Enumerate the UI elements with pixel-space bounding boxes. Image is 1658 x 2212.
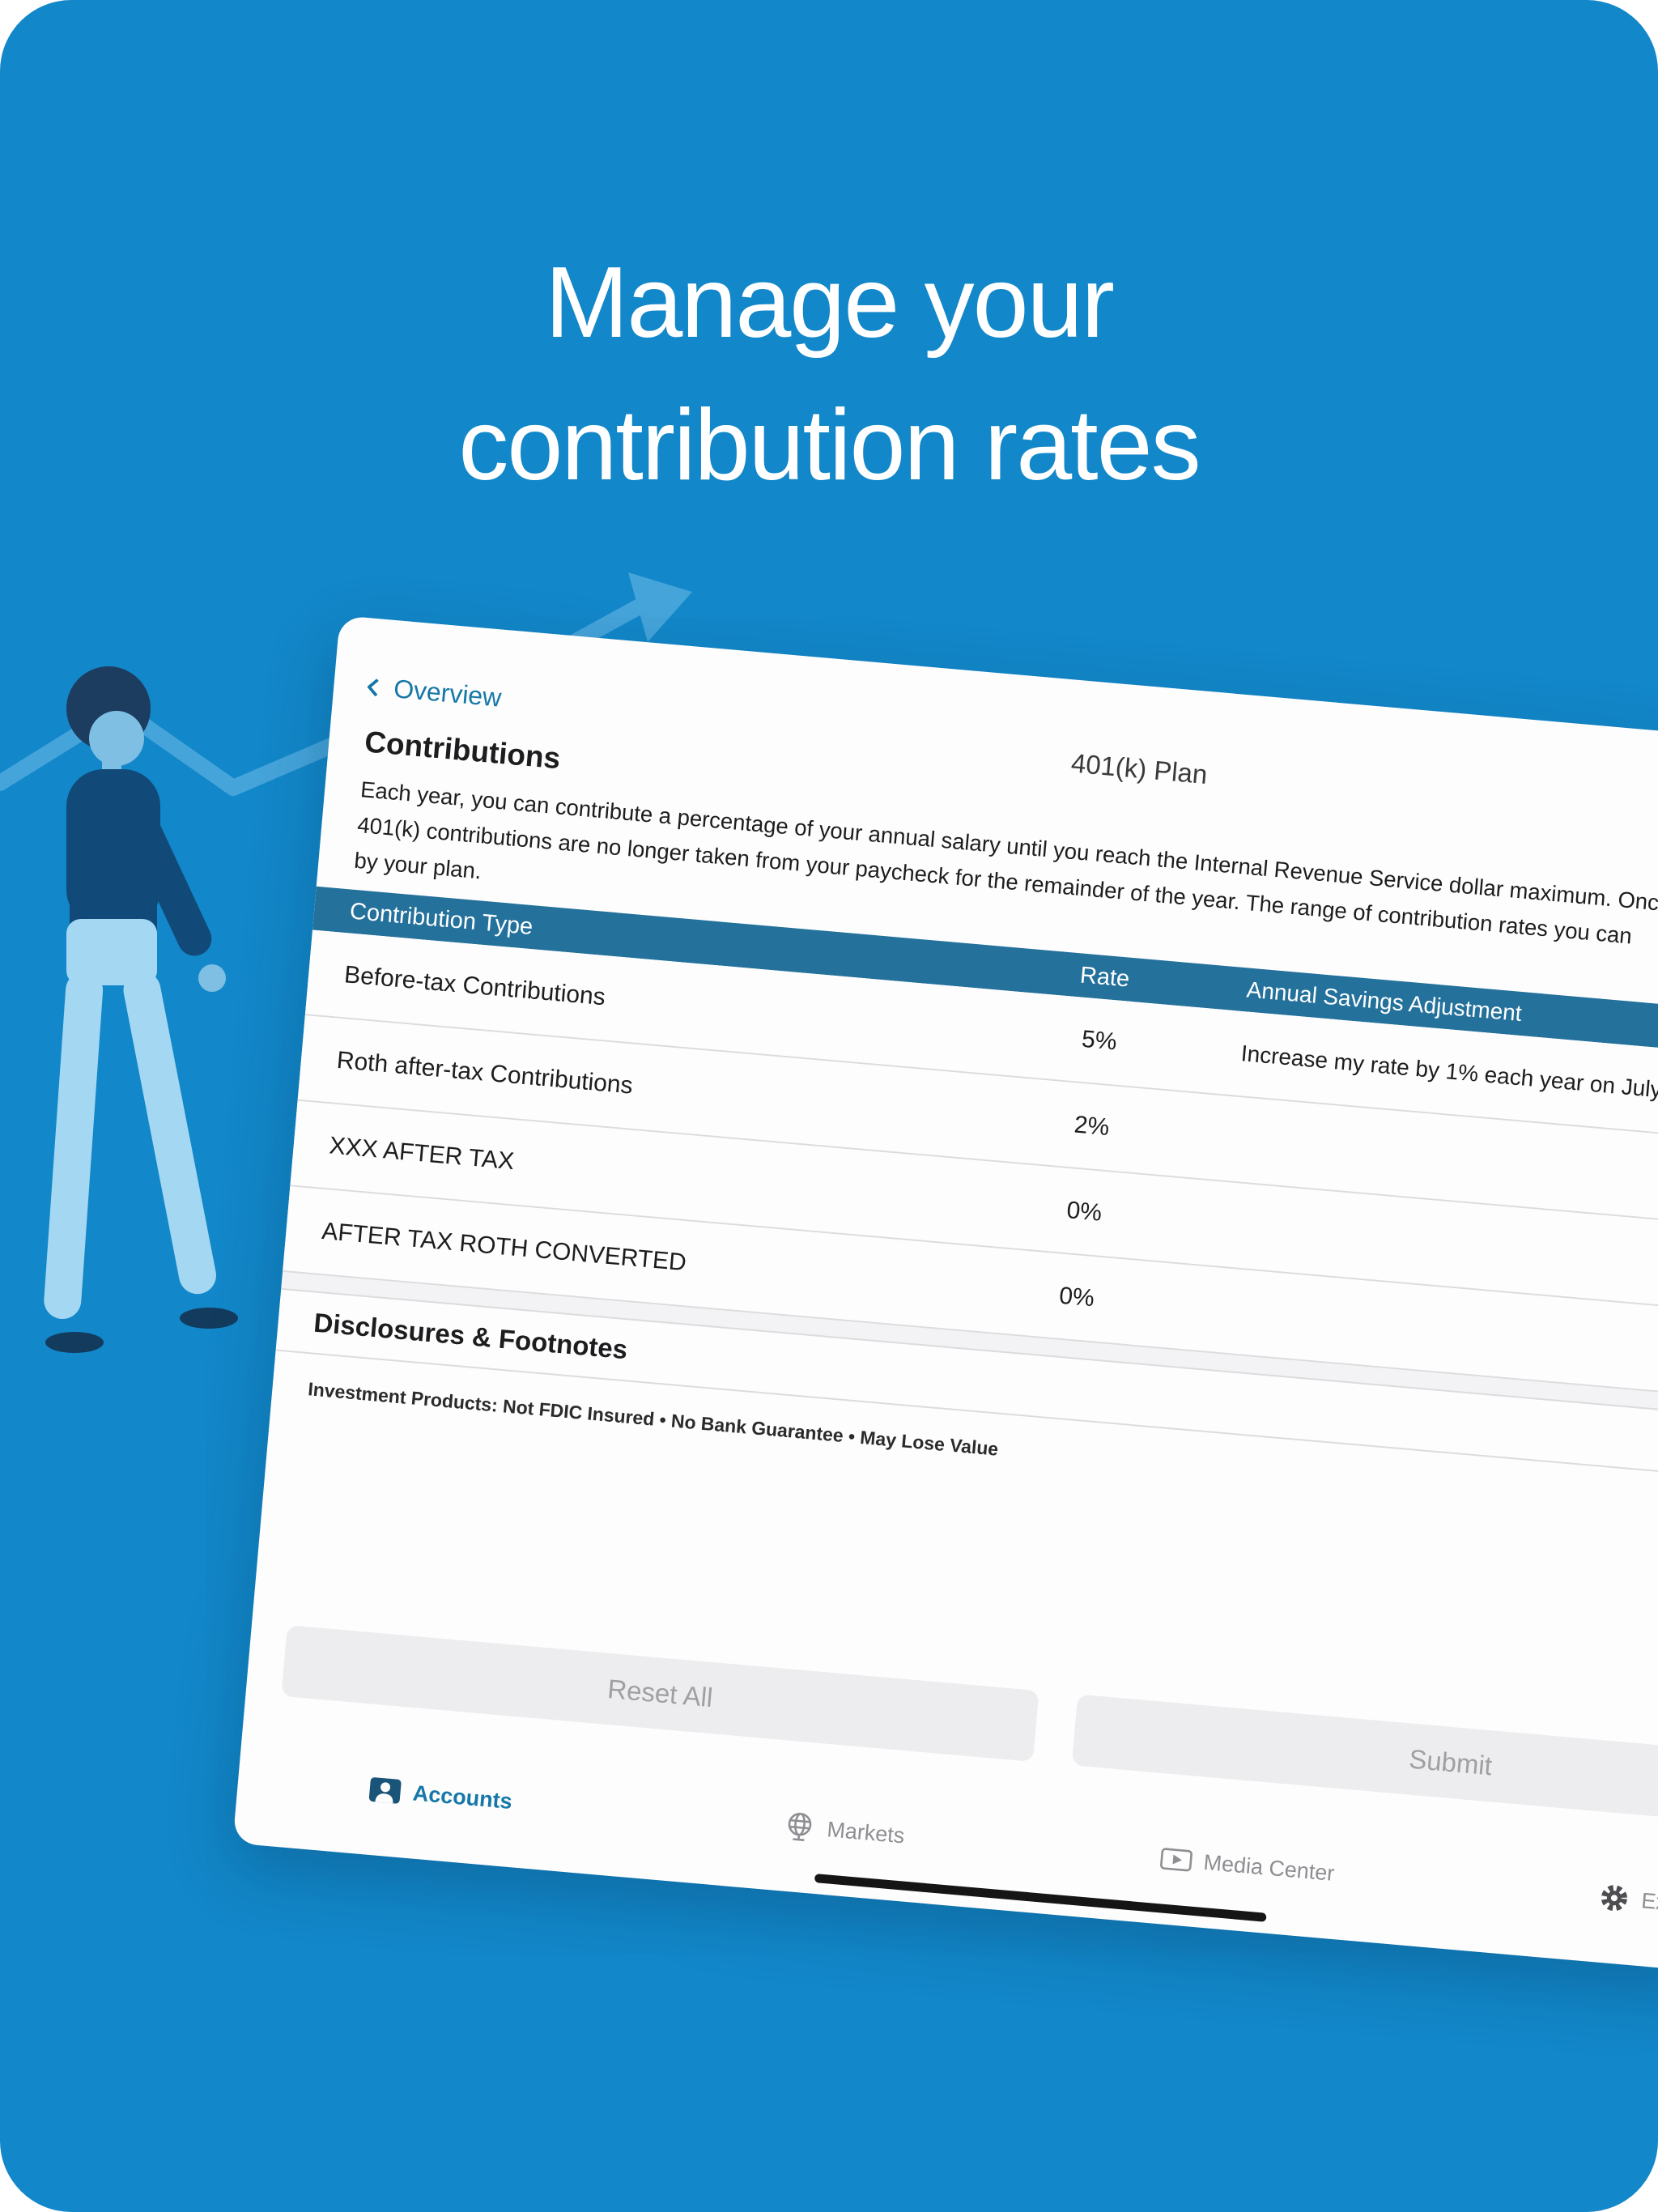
accounts-icon (369, 1777, 402, 1804)
person-illustration (44, 666, 238, 1353)
tab-label: Media Center (1202, 1849, 1336, 1886)
tab-bar: Accounts Markets Media Center (236, 1743, 1658, 1954)
tab-label: Extras (1640, 1887, 1658, 1918)
submit-button[interactable]: Submit (1071, 1694, 1658, 1831)
tab-label: Accounts (411, 1780, 513, 1814)
tab-media-center[interactable]: Media Center (1042, 1814, 1452, 1918)
headline-line-2: contribution rates (458, 389, 1201, 502)
gear-icon (1601, 1885, 1627, 1912)
headline-line-1: Manage your (545, 247, 1115, 359)
contribution-rate: 5% (1080, 1025, 1118, 1056)
tab-accounts[interactable]: Accounts (236, 1743, 645, 1848)
contribution-rate: 2% (1073, 1111, 1111, 1142)
contribution-rate: 0% (1065, 1197, 1103, 1227)
tab-label: Markets (826, 1816, 906, 1848)
globe-icon (788, 1812, 812, 1842)
media-play-icon (1159, 1848, 1192, 1872)
headline: Manage your contribution rates (0, 232, 1658, 517)
tab-extras[interactable]: Extras (1445, 1848, 1658, 1953)
tab-markets[interactable]: Markets (639, 1778, 1048, 1882)
reset-all-button[interactable]: Reset All (281, 1625, 1039, 1762)
contribution-rate: 0% (1058, 1282, 1096, 1312)
app-screenshot-card: Overview 401(k) Plan Contributions Each … (232, 615, 1658, 1984)
